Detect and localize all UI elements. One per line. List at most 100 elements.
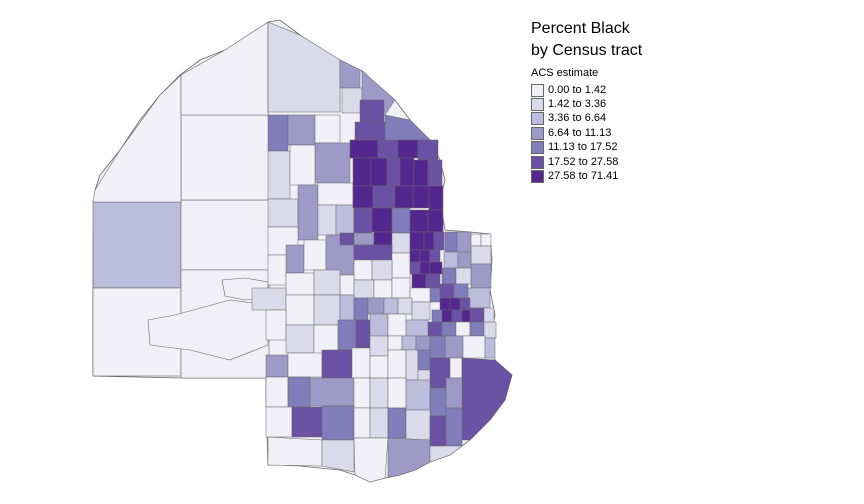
- tract: [433, 231, 445, 251]
- legend-label: 3.36 to 6.64: [548, 112, 607, 125]
- tract: [391, 232, 411, 254]
- tract: [439, 297, 451, 311]
- tract: [369, 335, 389, 357]
- tract: [455, 267, 472, 285]
- tract: [411, 273, 427, 289]
- tract: [427, 321, 443, 337]
- tract: [373, 279, 393, 299]
- legend-title-line-1: Percent Black: [531, 20, 630, 37]
- tract: [353, 279, 375, 299]
- legend-item: 1.42 to 3.36: [531, 97, 751, 112]
- tract: [467, 287, 491, 309]
- map-legend: Percent Black by Census tract ACS estima…: [531, 18, 751, 184]
- tract: [309, 377, 355, 407]
- tract: [391, 207, 411, 234]
- tract: [287, 376, 311, 408]
- legend-swatch: [531, 155, 544, 169]
- tract: [285, 272, 315, 296]
- tract: [387, 335, 403, 351]
- tract: [391, 252, 411, 279]
- tract: [373, 231, 393, 247]
- tract: [401, 335, 417, 351]
- legend-item: 17.52 to 27.58: [531, 155, 751, 169]
- tract: [287, 114, 316, 146]
- tract: [317, 204, 337, 236]
- legend-label: 1.42 to 3.36: [548, 98, 607, 111]
- tract: [369, 407, 389, 439]
- legend-swatch: [531, 98, 544, 112]
- tract: [355, 319, 371, 349]
- tract: [285, 294, 315, 326]
- tract: [353, 232, 375, 246]
- legend-item: 3.36 to 6.64: [531, 112, 751, 126]
- tract: [267, 114, 289, 152]
- tract: [265, 354, 289, 378]
- tract: [417, 139, 439, 161]
- tract: [470, 263, 492, 289]
- tract: [441, 309, 453, 323]
- tract: [461, 309, 471, 323]
- tract: [429, 287, 441, 303]
- tract: [429, 387, 447, 417]
- legend-label: 17.52 to 27.58: [548, 155, 619, 168]
- tract: [370, 157, 388, 187]
- legend-label: 0.00 to 1.42: [548, 83, 607, 96]
- tract: [265, 376, 289, 408]
- tract: [267, 198, 299, 228]
- tract: [251, 287, 287, 311]
- tract: [427, 209, 444, 233]
- tract: [429, 249, 441, 263]
- tract: [399, 157, 415, 187]
- tract: [359, 99, 385, 123]
- tract: [297, 184, 319, 241]
- tract: [413, 159, 429, 187]
- tract: [456, 231, 472, 253]
- tract: [429, 415, 447, 447]
- tract: [451, 309, 463, 323]
- tract: [303, 239, 327, 271]
- tract: [313, 294, 341, 326]
- tract: [411, 301, 431, 321]
- tract: [469, 321, 485, 337]
- tract: [349, 139, 379, 159]
- tract: [443, 251, 459, 269]
- core-north-tracts: [339, 139, 445, 289]
- tract: [267, 150, 291, 200]
- legend-items: 0.00 to 1.42 1.42 to 3.36 3.36 to 6.64 6.64…: [531, 83, 751, 184]
- tract: [409, 287, 431, 303]
- tract: [321, 405, 355, 441]
- tract: [92, 74, 182, 203]
- tract: [339, 274, 355, 296]
- tract: [429, 335, 446, 359]
- tract: [439, 283, 455, 299]
- tract: [265, 406, 293, 438]
- tract: [453, 283, 469, 299]
- tract: [180, 21, 269, 116]
- tract: [483, 307, 495, 323]
- tract: [397, 139, 419, 159]
- tract: [367, 297, 385, 315]
- tract: [391, 277, 411, 299]
- tract: [394, 185, 414, 209]
- tract: [321, 349, 353, 379]
- legend-swatch: [531, 83, 544, 97]
- tract: [353, 377, 371, 409]
- tract: [405, 379, 431, 411]
- tract: [419, 249, 431, 263]
- tract: [469, 307, 485, 323]
- tract: [429, 261, 443, 275]
- tract: [459, 297, 471, 311]
- tract: [92, 201, 182, 289]
- tract: [409, 249, 421, 263]
- tract: [371, 207, 393, 233]
- tract: [417, 349, 431, 371]
- tract: [445, 407, 463, 447]
- tract: [462, 335, 486, 359]
- tract: [371, 259, 393, 281]
- southern-tracts: [265, 349, 513, 483]
- tract: [461, 357, 513, 441]
- tract: [441, 321, 457, 337]
- tract: [480, 233, 492, 247]
- tract: [287, 352, 323, 378]
- tract: [441, 267, 457, 285]
